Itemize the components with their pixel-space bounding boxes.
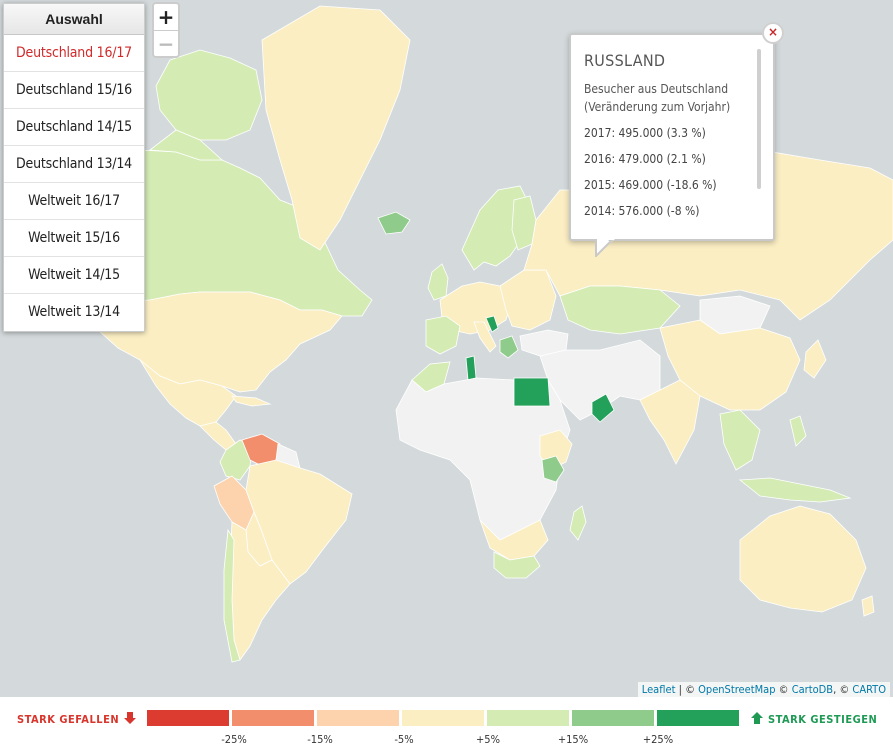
oman[interactable]	[591, 393, 615, 423]
menu-item-deutschland-14-15[interactable]: Deutschland 14/15	[4, 109, 144, 146]
eastern-europe[interactable]	[499, 269, 557, 331]
legend-swatch-7	[657, 710, 739, 726]
zoom-control: + −	[152, 2, 180, 58]
popup-row-2017: 2017: 495.000 (3.3 %)	[584, 126, 706, 140]
new-zealand[interactable]	[861, 595, 875, 617]
kenya[interactable]	[541, 455, 565, 483]
greenland[interactable]	[261, 5, 411, 251]
arrow-down-icon	[124, 712, 136, 724]
iberia[interactable]	[425, 315, 461, 355]
map-attribution: Leaflet | © OpenStreetMap © CartoDB, © C…	[637, 682, 890, 697]
arrow-up-icon	[751, 712, 763, 724]
popup-scrollbar[interactable]	[757, 49, 761, 189]
legend-tick-minus15: -15%	[307, 733, 333, 746]
legend-tick-plus5: +5%	[476, 733, 500, 746]
canada-islands[interactable]	[148, 129, 224, 161]
attribution-sep2: ©	[775, 683, 792, 696]
legend-tick-minus25: -25%	[221, 733, 247, 746]
kazakhstan[interactable]	[559, 285, 681, 335]
menu-item-weltweit-15-16[interactable]: Weltweit 15/16	[4, 220, 144, 257]
india[interactable]	[639, 379, 701, 465]
country-popup: RUSSLAND Besucher aus Deutschland (Verän…	[569, 33, 775, 253]
popup-tail	[595, 240, 614, 257]
popup-close-button[interactable]: ×	[762, 22, 784, 44]
egypt[interactable]	[513, 377, 551, 407]
menu-item-weltweit-14-15[interactable]: Weltweit 14/15	[4, 257, 144, 294]
uk[interactable]	[427, 263, 449, 301]
osm-link[interactable]: OpenStreetMap	[698, 683, 776, 696]
legend-swatch-2	[232, 710, 314, 726]
zoom-out-button[interactable]: −	[154, 30, 178, 56]
greece[interactable]	[499, 335, 519, 359]
southeast-asia[interactable]	[719, 409, 761, 471]
madagascar[interactable]	[569, 505, 587, 541]
philippines[interactable]	[789, 415, 807, 447]
tunisia[interactable]	[465, 355, 477, 381]
cuba[interactable]	[231, 395, 272, 407]
legend-swatch-1	[147, 710, 229, 726]
selection-menu: Auswahl Deutschland 16/17 Deutschland 15…	[3, 3, 145, 332]
leaflet-link[interactable]: Leaflet	[641, 683, 676, 696]
menu-item-deutschland-16-17[interactable]: Deutschland 16/17	[4, 35, 144, 72]
popup-title: RUSSLAND	[584, 51, 666, 70]
menu-item-weltweit-13-14[interactable]: Weltweit 13/14	[28, 304, 120, 320]
central-america[interactable]	[199, 421, 237, 451]
menu-title: Auswahl	[4, 4, 144, 35]
south-africa[interactable]	[493, 551, 541, 579]
iceland[interactable]	[377, 211, 411, 235]
australia[interactable]	[739, 505, 867, 613]
menu-item-deutschland-15-16[interactable]: Deutschland 15/16	[4, 72, 144, 109]
legend-swatch-5	[487, 710, 569, 726]
zoom-in-button[interactable]: +	[157, 5, 175, 29]
legend-tick-plus25: +25%	[642, 733, 674, 746]
popup-row-2015: 2015: 469.000 (-18.6 %)	[584, 178, 717, 192]
popup-row-2016: 2016: 479.000 (2.1 %)	[584, 152, 706, 166]
central-south-africa[interactable]	[479, 519, 549, 561]
indonesia[interactable]	[738, 477, 852, 503]
attribution-sep3: , ©	[833, 683, 853, 696]
legend-swatch-3	[317, 710, 399, 726]
legend-tick-plus15: +15%	[557, 733, 589, 746]
mexico[interactable]	[139, 359, 237, 427]
legend-tick-minus5: -5%	[394, 733, 414, 746]
legend: STARK GEFALLEN STARK GESTIEGEN -25% -15%…	[0, 697, 893, 753]
popup-subtitle-line1: Besucher aus Deutschland	[584, 82, 729, 96]
italy[interactable]	[473, 321, 497, 353]
popup-subtitle-line2: (Veränderung zum Vorjahr)	[584, 100, 731, 114]
menu-item-deutschland-13-14[interactable]: Deutschland 13/14	[4, 146, 144, 183]
canada-arctic[interactable]	[155, 49, 263, 141]
balkans[interactable]	[485, 315, 499, 333]
legend-swatch-4	[402, 710, 484, 726]
legend-right-label: STARK GESTIEGEN	[768, 713, 878, 726]
popup-row-2014: 2014: 576.000 (-8 %)	[584, 204, 700, 218]
menu-item-weltweit-16-17[interactable]: Weltweit 16/17	[4, 183, 144, 220]
legend-swatch-6	[572, 710, 654, 726]
chile[interactable]	[223, 528, 241, 663]
legend-left-label: STARK GEFALLEN	[17, 713, 120, 726]
cartodb-link[interactable]: CartoDB	[791, 683, 834, 696]
carto-link[interactable]: CARTO	[852, 683, 886, 696]
japan[interactable]	[803, 339, 827, 379]
attribution-sep1: | ©	[675, 683, 699, 696]
